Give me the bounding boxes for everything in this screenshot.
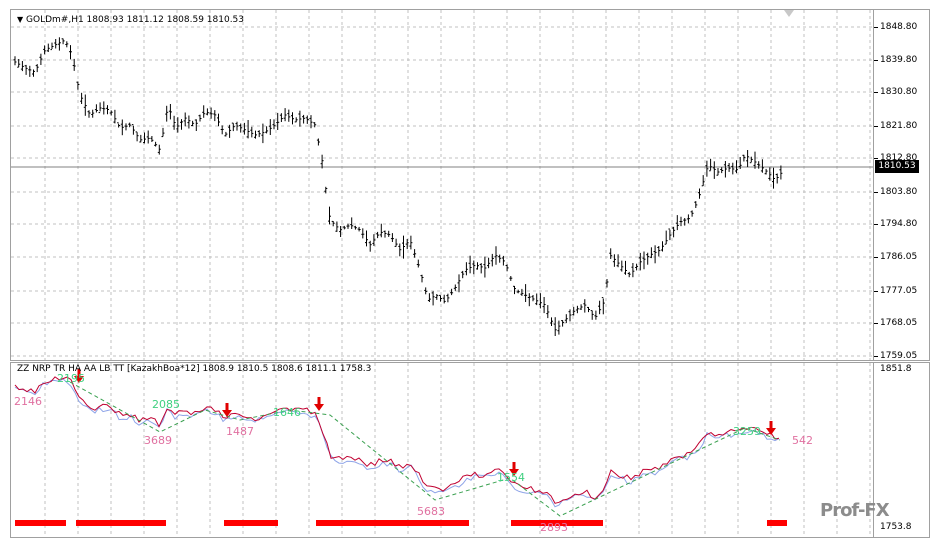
- down-arrow-icon: [74, 369, 84, 383]
- swing-label: 2195: [57, 372, 85, 385]
- price-scale[interactable]: [874, 9, 930, 361]
- indicator-line-main: [14, 376, 780, 504]
- swing-label: 1554: [497, 471, 525, 484]
- down-arrow-icon: [766, 421, 776, 435]
- signal-bar: [316, 520, 469, 526]
- symbol-header: ▼ GOLDm#,H1 1808.93 1811.12 1808.59 1810…: [17, 15, 244, 25]
- swing-label: 3259: [733, 425, 761, 438]
- price-tick: 1759.05: [880, 351, 918, 361]
- indicator-line-secondary: [14, 378, 780, 508]
- down-arrow-icon: [222, 403, 232, 417]
- price-tick: 1812.80: [880, 153, 918, 163]
- signal-bar: [224, 520, 278, 526]
- swing-label: 2893: [540, 521, 568, 534]
- symbol-header-text: GOLDm#,H1 1808.93 1811.12 1808.59 1810.5…: [26, 15, 245, 25]
- swing-label: 542: [792, 434, 813, 447]
- price-tick: 1821.80: [880, 121, 918, 131]
- price-tick: 1777.05: [880, 286, 918, 296]
- indicator-tick: 1753.8: [880, 522, 912, 532]
- down-arrow-icon: [509, 462, 519, 476]
- signal-bar: [76, 520, 166, 526]
- price-tick: 1786.05: [880, 252, 918, 262]
- signal-bar: [767, 520, 787, 526]
- indicator-tick: 1851.8: [880, 364, 912, 374]
- signal-bar: [511, 520, 603, 526]
- price-tick: 1839.80: [880, 55, 918, 65]
- swing-label: 5683: [417, 505, 445, 518]
- price-tick: 1830.80: [880, 87, 918, 97]
- down-arrow-icon: [314, 397, 324, 411]
- indicator-header: ZZ NRP TR HA AA LB TT [KazakhBoa*12] 180…: [17, 364, 372, 374]
- swing-label: 3689: [144, 434, 172, 447]
- price-chart-pane[interactable]: [10, 9, 874, 361]
- watermark-logo: Prof-FX: [820, 500, 890, 521]
- price-tick: 1803.80: [880, 187, 918, 197]
- price-tick: 1848.80: [880, 22, 918, 32]
- chart-shift-marker[interactable]: [784, 10, 794, 17]
- indicator-scale[interactable]: [874, 362, 930, 538]
- current-price-label: 1810.53: [875, 160, 919, 173]
- dropdown-triangle-icon[interactable]: ▼: [17, 15, 24, 24]
- swing-label: 1646: [273, 406, 301, 419]
- zigzag-line: [69, 381, 781, 517]
- indicator-pane[interactable]: [10, 362, 874, 538]
- swing-label: 2085: [152, 398, 180, 411]
- price-tick: 1794.80: [880, 219, 918, 229]
- swing-label: 2146: [14, 395, 42, 408]
- price-tick: 1768.05: [880, 318, 918, 328]
- signal-bar: [15, 520, 66, 526]
- swing-label: 1487: [226, 425, 254, 438]
